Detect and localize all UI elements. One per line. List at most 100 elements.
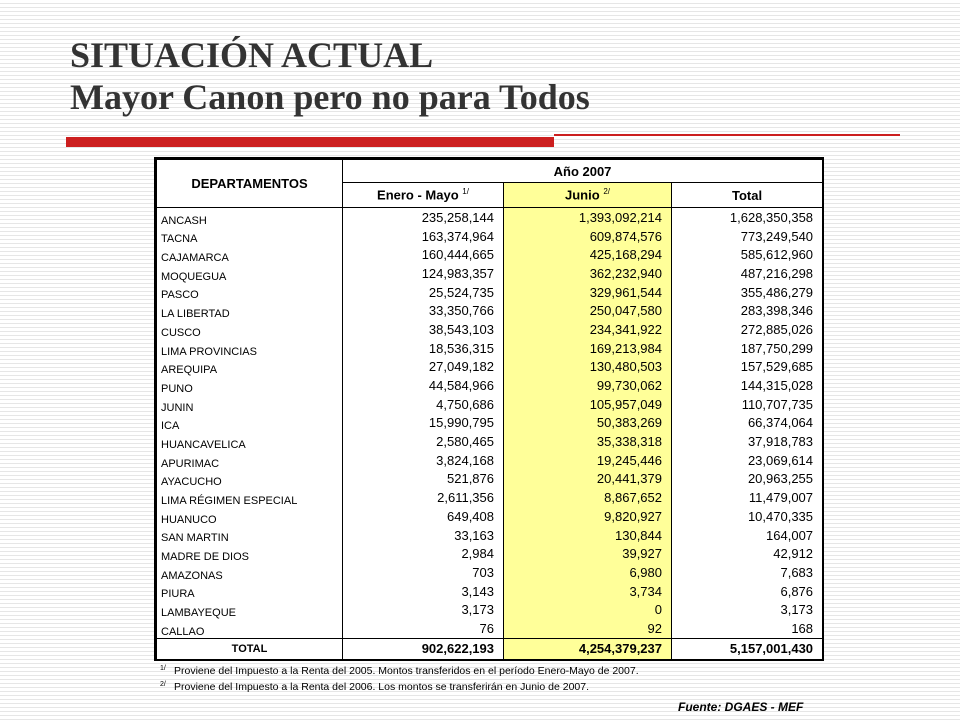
title-line-2: Mayor Canon pero no para Todos — [70, 77, 590, 117]
title-accent-line — [554, 134, 900, 136]
dept-name: LIMA PROVINCIAS — [156, 338, 343, 358]
table-row: SAN MARTIN 33,163 130,844 164,007 — [156, 525, 824, 545]
table-row: APURIMAC 3,824,168 19,245,446 23,069,614 — [156, 450, 824, 470]
total-value: 110,707,735 — [670, 394, 824, 414]
total-value: 20,963,255 — [670, 469, 824, 489]
total-value: 487,216,298 — [670, 264, 824, 283]
dept-name: HUANUCO — [156, 507, 343, 526]
total-value: 585,612,960 — [670, 245, 824, 265]
dept-name: AREQUIPA — [156, 357, 343, 377]
dept-name: PIURA — [156, 581, 343, 601]
dept-name: PASCO — [156, 282, 343, 302]
total-value: 42,912 — [670, 544, 824, 564]
junio-value: 234,341,922 — [503, 320, 672, 339]
total-value: 23,069,614 — [670, 450, 824, 470]
total-value: 272,885,026 — [670, 320, 824, 339]
junio-value: 1,393,092,214 — [503, 207, 672, 227]
table-row: AMAZONAS 703 6,980 7,683 — [156, 563, 824, 582]
table-row: AREQUIPA 27,049,182 130,480,503 157,529,685 — [156, 357, 824, 377]
table-total-row: TOTAL 902,622,193 4,254,379,237 5,157,001,4… — [156, 637, 824, 660]
enero-mayo-value: 25,524,735 — [342, 282, 504, 302]
dept-name: CALLAO — [156, 619, 343, 639]
total-value: 11,479,007 — [670, 488, 824, 507]
table-row: CALLAO 76 92 168 — [156, 619, 824, 639]
table-row: HUANUCO 649,408 9,820,927 10,470,335 — [156, 507, 824, 526]
dept-name: APURIMAC — [156, 450, 343, 470]
junio-value: 250,047,580 — [503, 301, 672, 321]
total-value: 3,173 — [670, 600, 824, 620]
enero-mayo-value: 15,990,795 — [342, 413, 504, 433]
table-row: MOQUEGUA 124,983,357 362,232,940 487,216,29… — [156, 264, 824, 283]
junio-value: 20,441,379 — [503, 469, 672, 489]
junio-value: 99,730,062 — [503, 376, 672, 395]
header-year-group: Año 2007 — [341, 159, 824, 183]
junio-value: 169,213,984 — [503, 338, 672, 358]
dept-name: CUSCO — [156, 320, 343, 339]
total-value: 187,750,299 — [670, 338, 824, 358]
dept-name: PUNO — [156, 376, 343, 395]
header-departamentos: DEPARTAMENTOS — [156, 159, 343, 208]
total-value: 144,315,028 — [670, 376, 824, 395]
enero-mayo-value: 4,750,686 — [342, 394, 504, 414]
table-row: LAMBAYEQUE 3,173 0 3,173 — [156, 600, 824, 620]
dept-name: ANCASH — [156, 207, 343, 227]
enero-mayo-value: 521,876 — [342, 469, 504, 489]
junio-value: 609,874,576 — [503, 226, 672, 246]
total-value: 164,007 — [670, 525, 824, 545]
enero-mayo-value: 27,049,182 — [342, 357, 504, 377]
total-value: 773,249,540 — [670, 226, 824, 246]
dept-name: MOQUEGUA — [156, 264, 343, 283]
total-value: 283,398,346 — [670, 301, 824, 321]
junio-value: 9,820,927 — [503, 507, 672, 526]
dept-name: TACNA — [156, 226, 343, 246]
enero-mayo-value: 649,408 — [342, 507, 504, 526]
table-row: MADRE DE DIOS 2,984 39,927 42,912 — [156, 544, 824, 564]
dept-name: SAN MARTIN — [156, 525, 343, 545]
dept-name: JUNIN — [156, 394, 343, 414]
enero-mayo-value: 160,444,665 — [342, 245, 504, 265]
total-value: 37,918,783 — [670, 432, 824, 451]
enero-mayo-value: 76 — [342, 619, 504, 639]
table-row: PUNO 44,584,966 99,730,062 144,315,028 — [156, 376, 824, 395]
junio-value: 362,232,940 — [503, 264, 672, 283]
total-label: TOTAL — [156, 637, 343, 660]
slide-title: SITUACIÓN ACTUAL Mayor Canon pero no par… — [70, 34, 590, 118]
table-row: AYACUCHO 521,876 20,441,379 20,963,255 — [156, 469, 824, 489]
enero-mayo-value: 33,163 — [342, 525, 504, 545]
junio-value: 6,980 — [503, 563, 672, 582]
dept-name: ICA — [156, 413, 343, 433]
total-value: 7,683 — [670, 563, 824, 582]
junio-value: 35,338,318 — [503, 432, 672, 451]
table-row: CAJAMARCA 160,444,665 425,168,294 585,612,9… — [156, 245, 824, 265]
total-value: 66,374,064 — [670, 413, 824, 433]
junio-value: 329,961,544 — [503, 282, 672, 302]
junio-value: 130,480,503 — [503, 357, 672, 377]
table-row: ICA 15,990,795 50,383,269 66,374,064 — [156, 413, 824, 433]
junio-value: 50,383,269 — [503, 413, 672, 433]
junio-value: 425,168,294 — [503, 245, 672, 265]
footnote-2: 2/Proviene del Impuesto a la Renta del 2… — [160, 681, 590, 693]
footnotes: 1/Proviene del Impuesto a la Renta del 2… — [160, 665, 639, 697]
total-junio: 4,254,379,237 — [503, 637, 672, 660]
total-value: 10,470,335 — [670, 507, 824, 526]
dept-name: MADRE DE DIOS — [156, 544, 343, 564]
enero-mayo-value: 38,543,103 — [342, 320, 504, 339]
junio-value: 92 — [503, 619, 672, 639]
enero-mayo-value: 2,580,465 — [342, 432, 504, 451]
table-row: LIMA PROVINCIAS 18,536,315 169,213,984 187,… — [156, 338, 824, 358]
table-row: LA LIBERTAD 33,350,766 250,047,580 283,398,… — [156, 301, 824, 321]
table-row: HUANCAVELICA 2,580,465 35,338,318 37,918,78… — [156, 432, 824, 451]
canon-table: DEPARTAMENTOS Año 2007 Enero - Mayo 1/ J… — [154, 157, 824, 661]
total-value: 1,628,350,358 — [670, 207, 824, 227]
enero-mayo-value: 44,584,966 — [342, 376, 504, 395]
enero-mayo-value: 235,258,144 — [342, 207, 504, 227]
dept-name: AMAZONAS — [156, 563, 343, 582]
junio-value: 19,245,446 — [503, 450, 672, 470]
enero-mayo-value: 18,536,315 — [342, 338, 504, 358]
junio-value: 39,927 — [503, 544, 672, 564]
total-value: 157,529,685 — [670, 357, 824, 377]
enero-mayo-value: 163,374,964 — [342, 226, 504, 246]
enero-mayo-value: 2,984 — [342, 544, 504, 564]
title-line-1: SITUACIÓN ACTUAL — [70, 35, 434, 75]
table-row: CUSCO 38,543,103 234,341,922 272,885,026 — [156, 320, 824, 339]
